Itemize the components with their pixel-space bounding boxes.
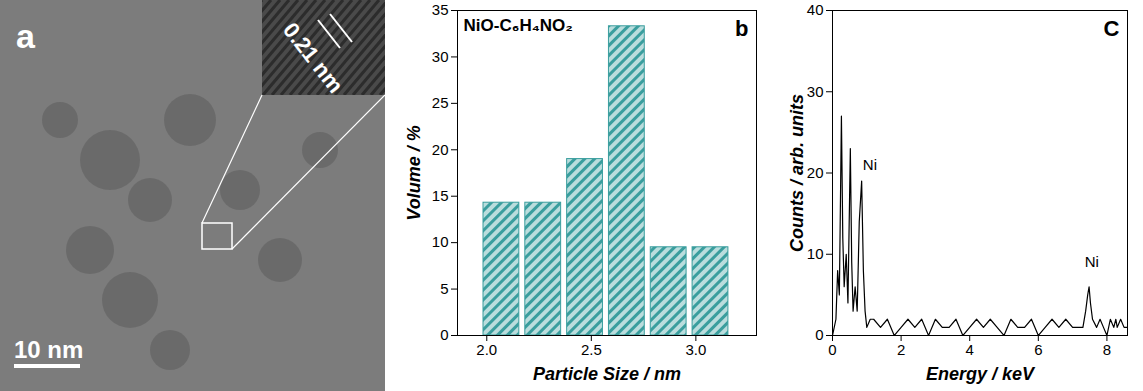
svg-text:20: 20: [432, 141, 449, 158]
svg-text:0: 0: [828, 341, 836, 358]
svg-text:Particle Size / nm: Particle Size / nm: [533, 364, 681, 384]
svg-text:Energy / keV: Energy / keV: [926, 364, 1036, 384]
svg-text:0: 0: [815, 326, 823, 343]
svg-text:10 nm: 10 nm: [14, 336, 83, 363]
svg-text:35: 35: [432, 1, 449, 18]
svg-text:Ni: Ni: [1085, 253, 1099, 270]
svg-text:Ni: Ni: [863, 156, 877, 173]
svg-text:NiO-C₆H₄NO₂: NiO-C₆H₄NO₂: [464, 16, 573, 35]
svg-text:20: 20: [807, 164, 824, 181]
svg-text:b: b: [735, 16, 748, 41]
svg-text:15: 15: [432, 187, 449, 204]
svg-text:30: 30: [807, 83, 824, 100]
svg-text:30: 30: [432, 48, 449, 65]
svg-text:0: 0: [440, 326, 448, 343]
svg-text:3.0: 3.0: [685, 341, 706, 358]
svg-text:C: C: [1104, 16, 1120, 41]
svg-text:8: 8: [1103, 341, 1111, 358]
svg-text:25: 25: [432, 94, 449, 111]
svg-text:2.0: 2.0: [476, 341, 497, 358]
svg-text:2.5: 2.5: [581, 341, 602, 358]
svg-text:10: 10: [432, 233, 449, 250]
svg-text:5: 5: [440, 280, 448, 297]
svg-text:4: 4: [966, 341, 974, 358]
svg-text:10: 10: [807, 245, 824, 262]
svg-text:6: 6: [1034, 341, 1042, 358]
svg-text:0.21 nm: 0.21 nm: [278, 18, 348, 98]
svg-text:a: a: [16, 17, 36, 55]
svg-text:40: 40: [807, 1, 824, 18]
svg-text:Volume / %: Volume / %: [404, 125, 424, 220]
svg-text:Counts / arb. units: Counts / arb. units: [787, 94, 807, 252]
svg-text:2: 2: [897, 341, 905, 358]
